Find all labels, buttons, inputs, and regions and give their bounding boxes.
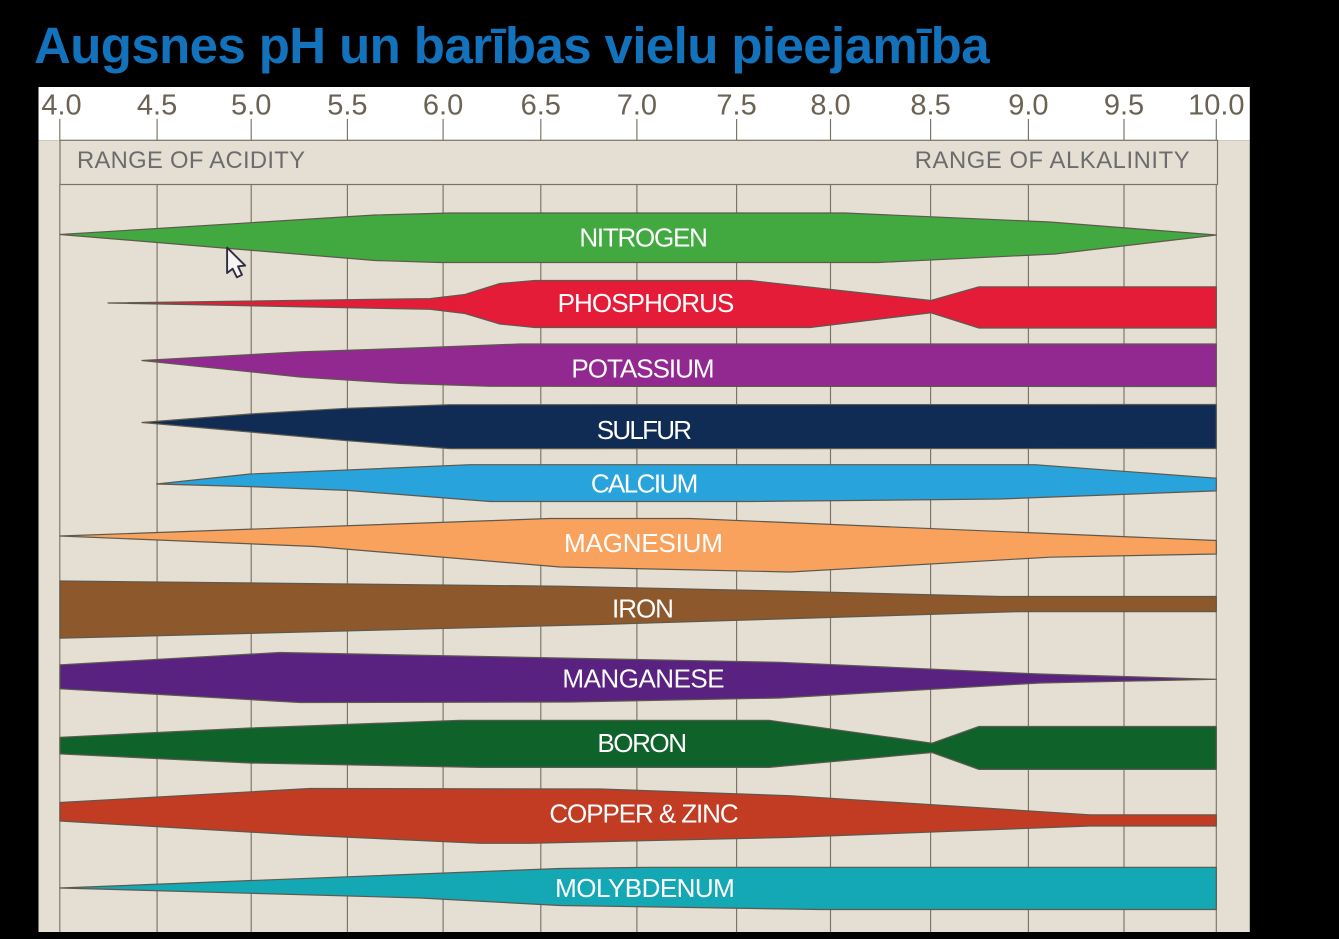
svg-text:8.0: 8.0 [810,90,850,122]
svg-text:SULFUR: SULFUR [597,415,692,445]
svg-text:IRON: IRON [612,594,674,624]
svg-text:NITROGEN: NITROGEN [579,222,708,252]
svg-text:8.5: 8.5 [910,90,950,122]
svg-text:9.0: 9.0 [1008,90,1048,122]
svg-text:4.0: 4.0 [41,90,81,122]
svg-text:Augsnes pH un barības vielu pi: Augsnes pH un barības vielu pieejamība [34,17,990,74]
svg-text:5.0: 5.0 [231,90,271,122]
svg-text:POTASSIUM: POTASSIUM [571,353,714,383]
svg-text:CALCIUM: CALCIUM [591,468,699,498]
svg-text:RANGE OF ACIDITY: RANGE OF ACIDITY [77,147,305,174]
svg-text:MANGANESE: MANGANESE [562,664,724,694]
svg-text:7.0: 7.0 [617,90,657,122]
svg-text:PHOSPHORUS: PHOSPHORUS [558,288,735,318]
svg-text:6.0: 6.0 [423,90,463,122]
svg-text:BORON: BORON [597,728,687,758]
svg-text:9.5: 9.5 [1104,90,1144,122]
svg-text:10.0: 10.0 [1188,90,1244,122]
svg-text:7.5: 7.5 [716,90,756,122]
svg-text:5.5: 5.5 [327,90,367,122]
svg-text:MAGNESIUM: MAGNESIUM [564,528,723,558]
svg-text:COPPER & ZINC: COPPER & ZINC [549,799,738,829]
svg-text:4.5: 4.5 [137,90,177,122]
svg-text:MOLYBDENUM: MOLYBDENUM [555,873,735,903]
svg-text:6.5: 6.5 [521,90,561,122]
svg-text:RANGE OF ALKALINITY: RANGE OF ALKALINITY [915,147,1190,174]
